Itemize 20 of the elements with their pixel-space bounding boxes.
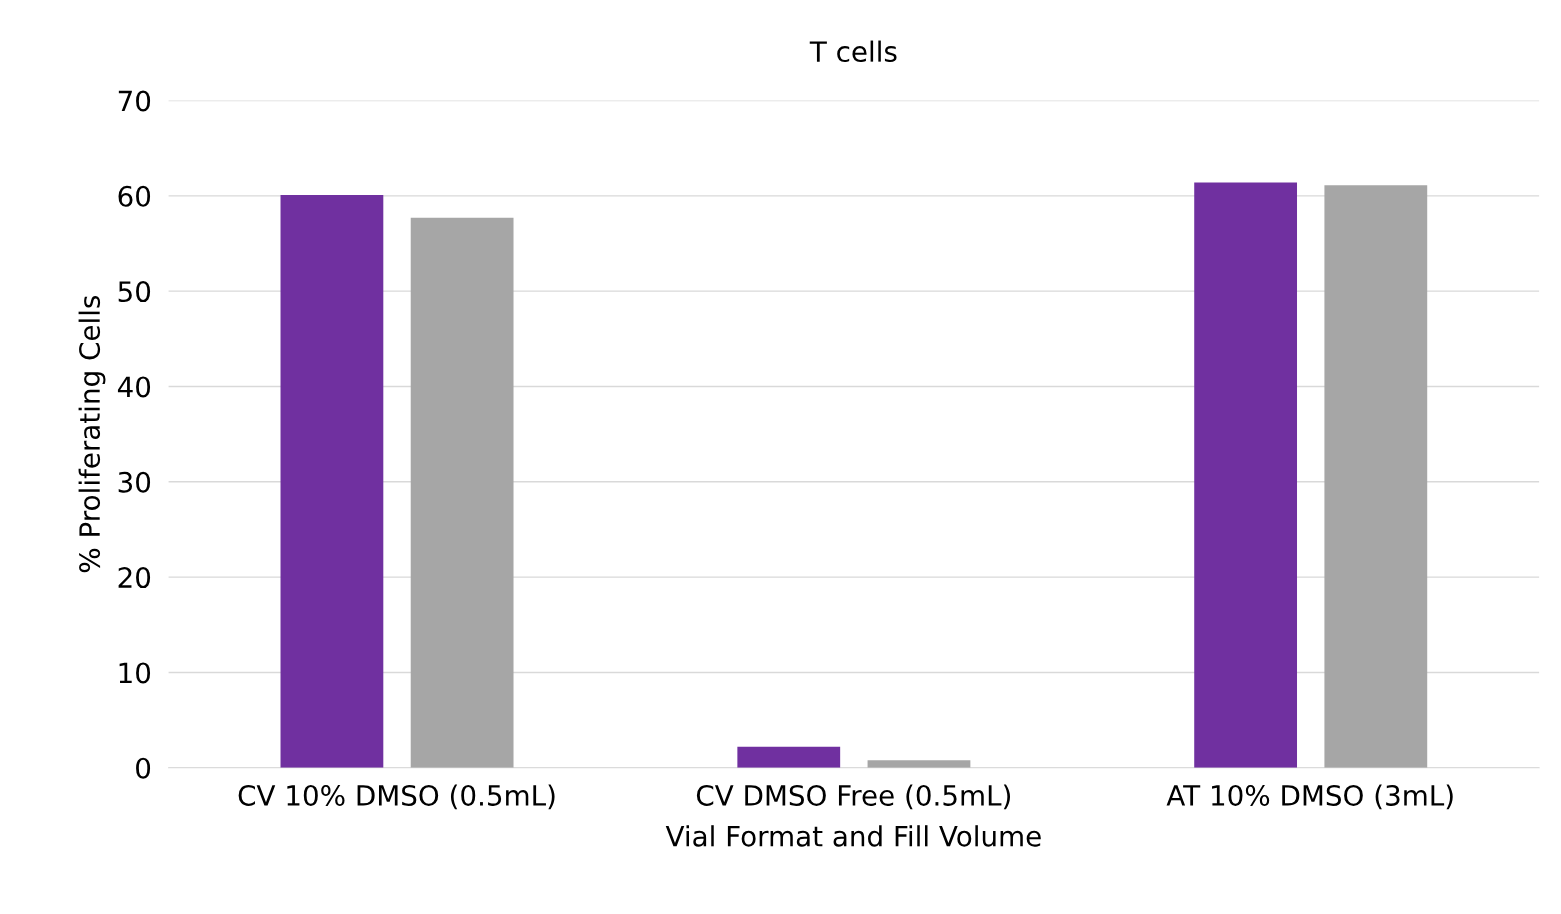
y-tick-label: 50 <box>118 281 151 303</box>
x-tick-label: AT 10% DMSO (3mL) <box>1166 784 1453 810</box>
bar <box>280 194 384 768</box>
chart-title: T cells <box>809 40 897 63</box>
y-tick-label: 0 <box>136 757 151 779</box>
x-tick-label: CV DMSO Free (0.5mL) <box>696 784 1011 810</box>
y-tick-label: 70 <box>118 90 151 112</box>
y-tick-label: 30 <box>118 471 151 493</box>
x-axis-title: Vial Format and Fill Volume <box>665 825 1041 847</box>
bar <box>867 760 971 768</box>
y-axis-title: % Proliferating Cells <box>78 295 106 573</box>
y-tick-label: 20 <box>118 567 151 589</box>
y-tick-label: 10 <box>119 662 151 684</box>
bar <box>1324 185 1428 768</box>
bar <box>737 746 841 768</box>
bar <box>410 217 514 768</box>
bar <box>1194 182 1298 768</box>
x-tick-label: CV 10% DMSO (0.5mL) <box>238 784 555 810</box>
y-tick-label: 40 <box>117 376 151 398</box>
y-tick-label: 60 <box>118 185 151 207</box>
